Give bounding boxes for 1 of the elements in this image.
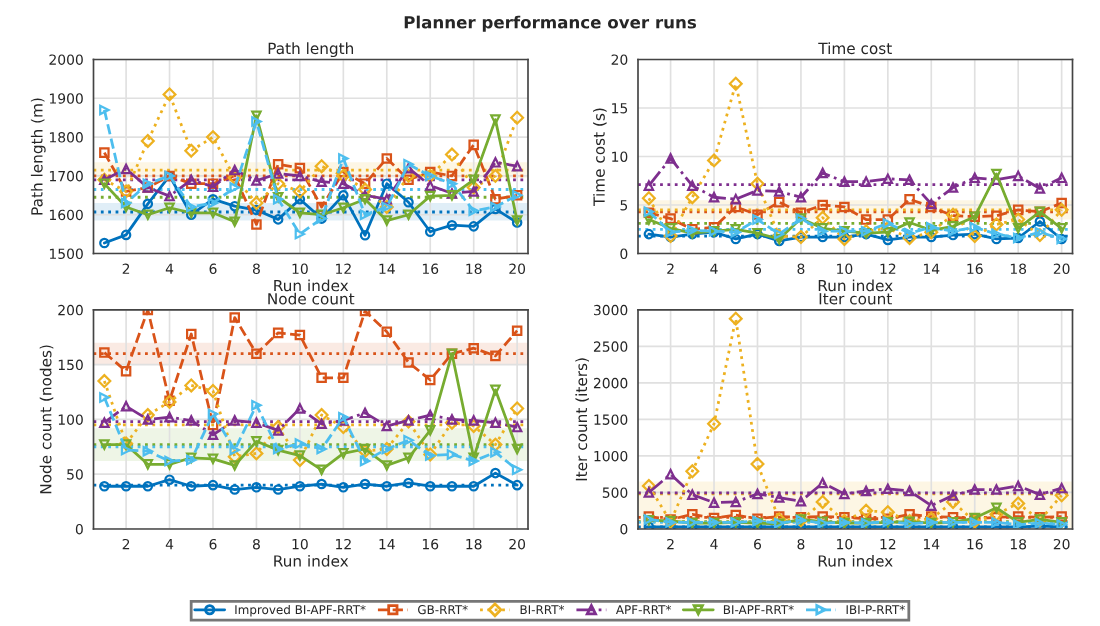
text: Planner performance over runs [404, 15, 696, 32]
